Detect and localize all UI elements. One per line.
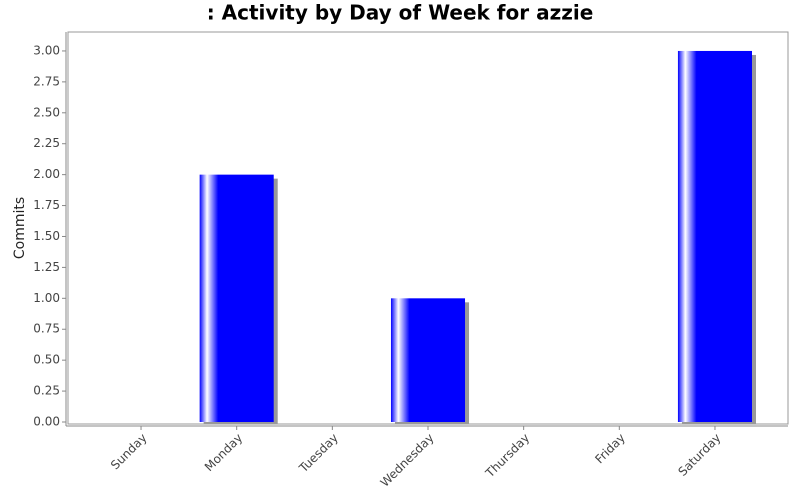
x-tick-label: Thursday [482,431,532,481]
y-tick-label: 2.75 [33,74,60,88]
y-tick-label: 2.50 [33,105,60,119]
y-tick-label: 3.00 [33,43,60,57]
y-tick-label: 1.75 [33,198,60,212]
x-tick-label: Friday [592,431,628,467]
y-tick-label: 0.50 [33,353,60,367]
chart-title: : Activity by Day of Week for azzie [207,1,594,25]
y-tick-label: 1.50 [33,229,60,243]
bar [199,174,274,422]
x-tick-label: Wednesday [378,431,437,490]
x-tick-label: Tuesday [296,431,341,476]
y-tick-label: 0.00 [33,415,60,429]
y-tick-label: 2.25 [33,136,60,150]
bar [390,298,466,422]
x-tick-label: Monday [202,431,245,474]
x-tick-label: Sunday [108,431,150,473]
y-tick-label: 0.75 [33,322,60,336]
y-tick-label: 0.25 [33,384,60,398]
bar [677,50,752,422]
y-tick-label: 1.25 [33,260,60,274]
y-axis-label: Commits [12,197,28,259]
x-tick-label: Saturday [675,431,723,479]
y-tick-label: 1.00 [33,291,60,305]
y-tick-label: 2.00 [33,167,60,181]
